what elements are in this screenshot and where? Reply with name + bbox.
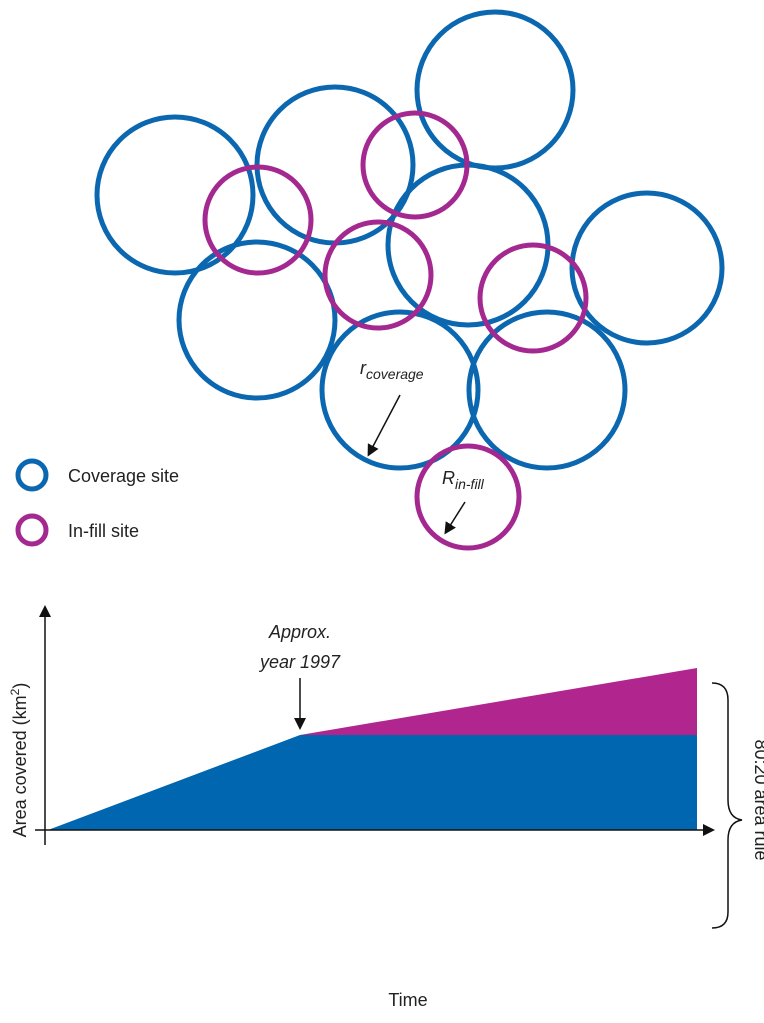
milestone-label: year 1997: [258, 652, 341, 672]
symbol: R: [442, 468, 455, 488]
legend-swatch: [15, 458, 49, 492]
legend-label: Coverage site: [68, 466, 179, 486]
infill-area: [300, 668, 697, 735]
superscript: 2: [8, 688, 22, 695]
infill-circle: [360, 110, 470, 220]
coverage-circle: [569, 190, 725, 346]
text: Area covered (km: [10, 695, 30, 837]
subscript: coverage: [366, 366, 424, 382]
arrow: [444, 501, 466, 535]
brace: [711, 682, 743, 929]
coverage-area: [48, 735, 697, 830]
brace-label: 80:20 area rule: [751, 739, 764, 860]
coverage-radius-label: rcoverage: [360, 358, 424, 382]
x-axis-label: Time: [388, 990, 427, 1010]
infill-radius-label: Rin-fill: [442, 468, 485, 492]
arrow: [367, 394, 401, 457]
infill-circle: [202, 164, 314, 276]
coverage-circle: [414, 9, 576, 171]
infill-circle: [322, 219, 434, 331]
milestone-label: Approx.: [268, 622, 331, 642]
text: ): [10, 683, 30, 689]
infill-circle: [477, 242, 589, 354]
symbol: r: [360, 358, 367, 378]
legend-swatch: [15, 513, 49, 547]
infill-circle: [414, 443, 522, 551]
coverage-sites: [94, 9, 725, 471]
infill-sites: [202, 110, 589, 551]
legend-label: In-fill site: [68, 521, 139, 541]
coverage-circle: [319, 309, 481, 471]
coverage-circle: [94, 114, 256, 276]
coverage-circle: [466, 309, 628, 471]
subscript: in-fill: [455, 476, 485, 492]
coverage-circle: [176, 239, 338, 401]
y-axis-label: Area covered (km2): [8, 683, 30, 838]
